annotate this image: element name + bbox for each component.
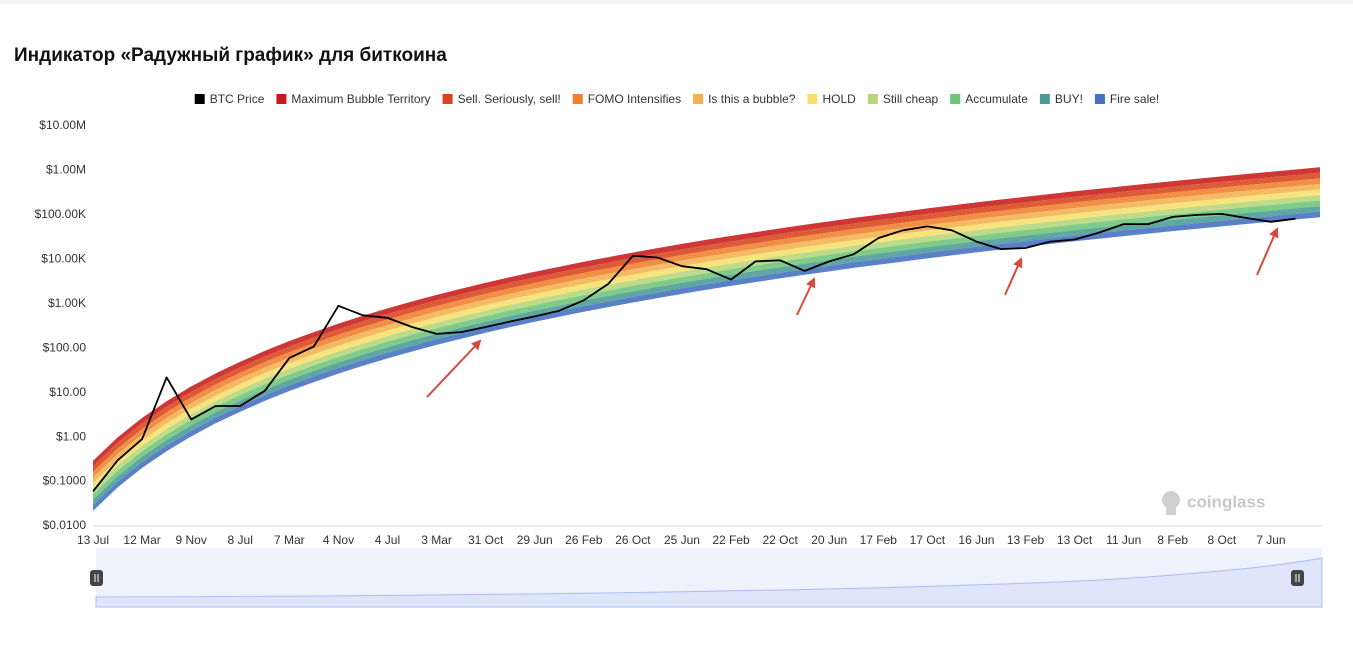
legend-label: Still cheap: [883, 92, 939, 106]
legend-swatch: [276, 94, 287, 104]
legend-item[interactable]: Maximum Bubble Territory: [276, 92, 431, 106]
legend-item[interactable]: HOLD: [807, 92, 856, 106]
x-tick-label: 25 Jun: [664, 533, 700, 547]
legend-swatch: [950, 94, 961, 104]
x-tick-label: 11 Jun: [1106, 533, 1141, 547]
x-tick-label: 9 Nov: [175, 533, 206, 547]
y-tick-label: $10.00K: [41, 252, 86, 266]
legend-item[interactable]: Still cheap: [867, 92, 939, 106]
navigator-handle[interactable]: [90, 570, 103, 586]
x-tick-label: 8 Oct: [1207, 533, 1236, 547]
x-tick-label: 13 Feb: [1007, 533, 1045, 547]
x-tick-label: 17 Feb: [860, 533, 898, 547]
x-tick-label: 16 Jun: [958, 533, 994, 547]
x-tick-label: 26 Feb: [565, 533, 603, 547]
x-tick-label: 13 Jul: [77, 533, 109, 547]
x-tick-label: 7 Mar: [274, 533, 305, 547]
x-tick-label: 3 Mar: [421, 533, 452, 547]
y-tick-label: $1.00K: [48, 296, 86, 310]
x-tick-label: 29 Jun: [517, 533, 553, 547]
legend-label: Maximum Bubble Territory: [291, 92, 430, 106]
plot-area: [92, 167, 1320, 511]
y-tick-label: $100.00: [43, 340, 87, 354]
watermark-text: coinglass: [1187, 492, 1265, 511]
x-tick-label: 4 Jul: [375, 533, 400, 547]
legend-swatch: [1039, 94, 1050, 104]
legend-label: FOMO Intensifies: [588, 92, 681, 106]
legend-swatch: [867, 94, 878, 104]
legend-swatch: [807, 94, 818, 104]
x-tick-label: 22 Oct: [762, 533, 798, 547]
legend-label: BUY!: [1055, 92, 1083, 106]
arrow: [796, 277, 816, 316]
chart-title: Индикатор «Радужный график» для биткоина: [14, 45, 447, 66]
legend-swatch: [693, 94, 704, 104]
x-tick-label: 17 Oct: [910, 533, 946, 547]
x-tick-label: 12 Mar: [123, 533, 160, 547]
legend-label: Sell. Seriously, sell!: [458, 92, 561, 106]
legend-label: Is this a bubble?: [708, 92, 796, 106]
legend-label: BTC Price: [210, 92, 265, 106]
navigator-area: [95, 557, 1323, 608]
watermark-icon: [1166, 505, 1176, 515]
watermark-icon: [1162, 491, 1180, 509]
legend-item[interactable]: Accumulate: [950, 92, 1028, 106]
legend-swatch: [572, 94, 583, 104]
legend: BTC Price Maximum Bubble Territory Sell. S…: [194, 92, 1159, 106]
navigator: [90, 548, 1323, 608]
x-tick-label: 22 Feb: [712, 533, 750, 547]
arrow: [426, 339, 482, 398]
arrow: [1004, 257, 1023, 296]
x-tick-label: 31 Oct: [468, 533, 504, 547]
x-tick-label: 7 Jun: [1256, 533, 1285, 547]
x-tick-label: 8 Feb: [1157, 533, 1188, 547]
arrows: [426, 227, 1279, 398]
legend-swatch: [1094, 94, 1105, 104]
legend-label: HOLD: [822, 92, 856, 106]
arrow: [1256, 227, 1279, 276]
legend-item[interactable]: Fire sale!: [1094, 92, 1159, 106]
y-tick-label: $0.0100: [43, 518, 87, 532]
legend-item[interactable]: Sell. Seriously, sell!: [442, 92, 561, 106]
y-tick-label: $10.00M: [39, 118, 86, 132]
legend-swatch: [442, 94, 453, 104]
x-tick-label: 8 Jul: [228, 533, 253, 547]
x-tick-label: 4 Nov: [323, 533, 354, 547]
y-tick-label: $10.00: [49, 385, 86, 399]
legend-item[interactable]: Is this a bubble?: [693, 92, 796, 106]
legend-item[interactable]: BTC Price: [194, 92, 265, 106]
legend-swatch: [194, 94, 205, 104]
legend-item[interactable]: BUY!: [1039, 92, 1083, 106]
x-tick-label: 26 Oct: [615, 533, 651, 547]
watermark: coinglass: [1162, 491, 1265, 515]
legend-label: Accumulate: [965, 92, 1028, 106]
y-tick-label: $1.00M: [46, 163, 86, 177]
y-tick-label: $0.1000: [43, 474, 87, 488]
price-line: [92, 213, 1296, 492]
legend-item[interactable]: FOMO Intensifies: [572, 92, 681, 106]
legend-label: Fire sale!: [1110, 92, 1159, 106]
y-tick-label: $100.00K: [35, 207, 86, 221]
x-tick-label: 13 Oct: [1057, 533, 1093, 547]
y-tick-label: $1.00: [56, 429, 86, 443]
top-border: [0, 0, 1353, 4]
navigator-handle[interactable]: [1291, 570, 1304, 586]
x-tick-label: 20 Jun: [811, 533, 847, 547]
